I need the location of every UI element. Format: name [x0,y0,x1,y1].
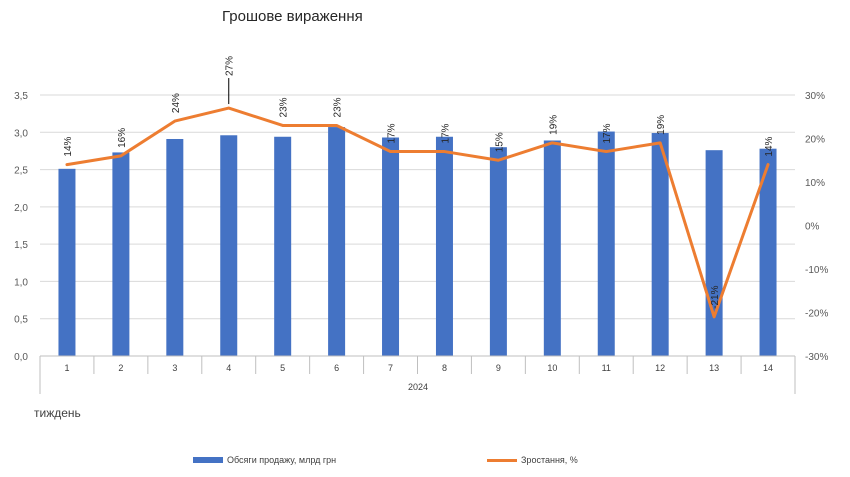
x-group-label: 2024 [408,382,429,392]
y-left-tick-label: 2,5 [14,166,28,177]
y-left-tick-label: 0,0 [14,352,28,363]
bar [274,136,292,356]
data-label: 23% [333,97,344,117]
x-tick-label: 8 [442,363,447,373]
data-label: 19% [548,115,559,135]
x-tick-label: 3 [172,363,177,373]
y-left-tick-label: 1,5 [14,240,28,251]
x-tick-label: 2 [118,363,123,373]
bar [489,147,507,356]
x-unit-label: тиждень [34,406,81,420]
bar [112,152,130,356]
x-tick-label: 13 [709,363,719,373]
y-left-tick-label: 1,0 [14,277,28,288]
x-tick-label: 14 [763,363,773,373]
y-right-tick-label: -10% [805,265,828,276]
x-tick-label: 1 [64,363,69,373]
data-label: 27% [225,56,236,76]
bar-series [58,127,777,357]
y-left-tick-label: 3,5 [14,91,28,102]
legend-swatch-bar [193,457,223,463]
x-tick-label: 10 [547,363,557,373]
x-tick-label: 6 [334,363,339,373]
bar [220,135,238,356]
bar [705,150,723,356]
legend-item-sales: Обсяги продажу, млрд грн [193,455,336,465]
data-label: 24% [171,93,182,113]
axes: 0,0 0,5 1,0 1,5 2,0 2,5 3,0 3,5 -30% -20% -10% 0% 10… [14,91,828,394]
chart-title: Грошове вираження [222,8,363,25]
bar [58,168,76,356]
bar [651,133,669,356]
y-right-tick-label: -30% [805,352,828,363]
x-tick-label: 4 [226,363,231,373]
x-tick-label: 12 [655,363,665,373]
legend-label-growth: Зростання, % [521,455,578,465]
data-label: 23% [279,97,290,117]
data-label: 17% [602,123,613,143]
data-label: 14% [764,136,775,156]
data-label: 17% [440,123,451,143]
bar [166,138,184,356]
y-right-tick-label: 30% [805,91,825,102]
y-left-tick-label: 0,5 [14,315,28,326]
bar [597,131,615,356]
legend-swatch-line [487,458,517,462]
legend-label-sales: Обсяги продажу, млрд грн [227,455,337,465]
y-left-tick-label: 3,0 [14,128,28,139]
y-right-tick-label: 10% [805,178,825,189]
data-label: -21% [710,285,721,308]
legend-item-growth: Зростання, % [487,455,578,465]
data-label: 15% [494,132,505,152]
x-tick-label: 11 [602,363,611,373]
x-tick-label: 5 [280,363,285,373]
y-right-tick-label: -20% [805,309,828,320]
y-right-tick-label: 0% [805,222,820,233]
line-series [65,106,770,319]
bar [382,137,400,356]
y-left-tick-label: 2,0 [14,203,28,214]
x-tick-label: 9 [496,363,501,373]
data-label: 14% [63,136,74,156]
bar [759,148,777,356]
data-label: 16% [117,128,128,148]
x-tick-label: 7 [388,363,393,373]
bar [328,127,346,357]
data-labels: 14% 16% 24% 27% 23% 23% 17% 17% 15% 19% 17% 19% -21%… [63,56,775,309]
y-right-tick-label: 20% [805,135,825,146]
growth-line [65,106,770,319]
bar [543,140,561,356]
data-label: 19% [656,115,667,135]
data-label: 17% [387,123,398,143]
bar [435,136,453,356]
